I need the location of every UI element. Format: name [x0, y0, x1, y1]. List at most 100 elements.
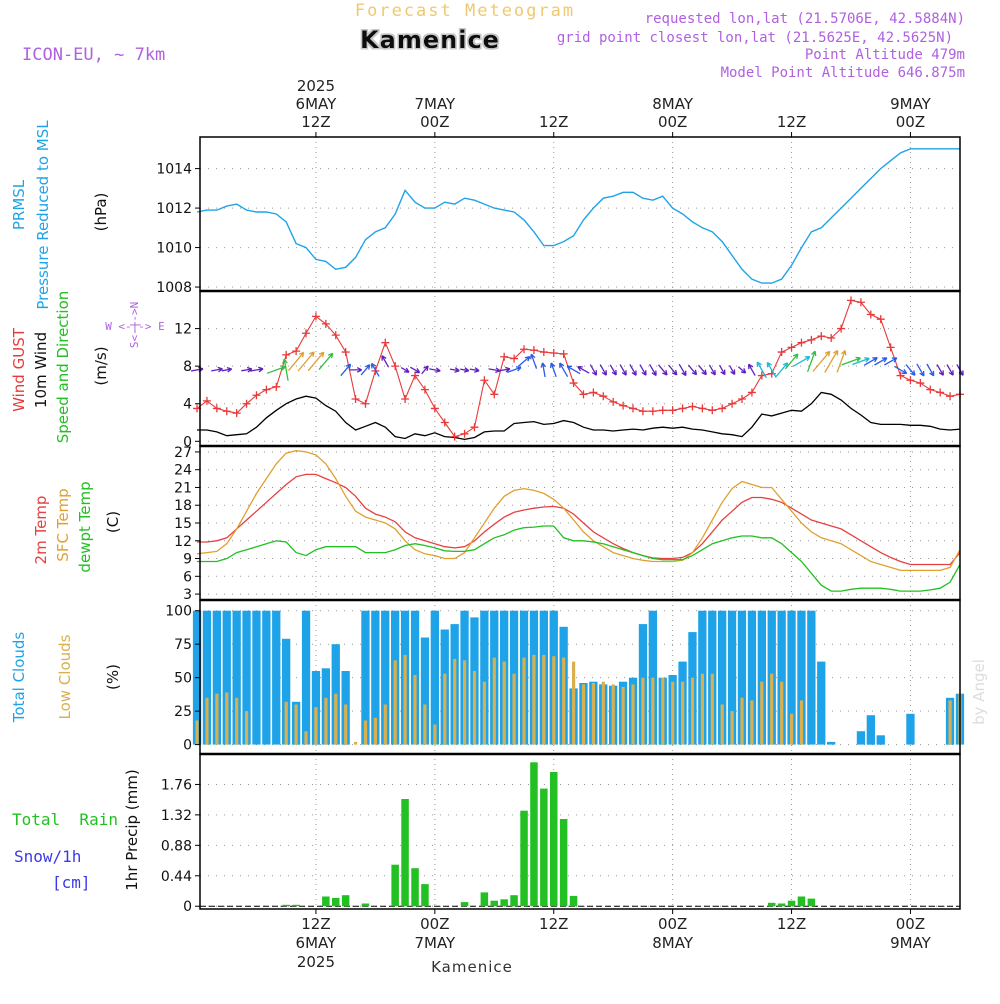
model-altitude: Model Point Altitude 646.875m	[721, 65, 965, 81]
meteogram-title: Forecast Meteogram	[355, 1, 575, 21]
compass-we-label: W <-|-> E	[105, 320, 165, 333]
gust-point	[401, 395, 410, 404]
total-cloud-bar	[202, 610, 212, 745]
total-cloud-bar	[807, 610, 816, 745]
temp-ytick-label: 9	[183, 552, 192, 568]
compass-ns-label: S<-|->N	[128, 302, 141, 348]
rain-bar	[341, 895, 350, 907]
gust-point	[282, 350, 291, 359]
wind-direction-arrow	[784, 353, 799, 370]
low-cloud-bar	[591, 683, 595, 745]
wind10-line	[197, 391, 961, 441]
wind-direction-arrow	[288, 351, 305, 372]
gust-point	[876, 315, 885, 324]
time-label-top: 12Z	[777, 113, 806, 131]
rain-bar	[391, 864, 399, 907]
rain-bar	[510, 895, 518, 907]
gust-point	[638, 407, 647, 416]
pressure-unit-label: (hPa)	[92, 193, 110, 232]
temp-frame	[199, 445, 961, 601]
wind-direction-arrow	[946, 364, 954, 376]
rain-bar	[540, 788, 548, 907]
time-label-top: 2025	[297, 77, 335, 95]
time-label-top: 9MAY	[890, 95, 932, 113]
low-cloud-bar	[205, 697, 209, 745]
gust-point	[361, 399, 370, 408]
precip-labels: Total Rain Snow/1h [cm] 1hr Precip (mm)	[12, 769, 141, 892]
total-cloud-bar	[747, 610, 757, 745]
wind-direction-arrow	[629, 364, 637, 376]
gust-point	[430, 404, 439, 413]
rain-bar	[500, 899, 508, 907]
location-title: Kamenice	[360, 26, 500, 54]
total-cloud-bar	[262, 610, 271, 745]
total-cloud-bar	[856, 731, 866, 745]
low-cloud-bar	[403, 654, 407, 745]
rain-bar	[411, 868, 419, 907]
rain-bar	[282, 904, 290, 907]
low-cloud-bar	[681, 681, 685, 745]
temp-ytick-label: 18	[174, 498, 192, 514]
rain-bar	[797, 896, 806, 907]
pressure-line	[196, 148, 960, 284]
wind-ytick-label: 12	[174, 322, 192, 338]
wind-direction-arrow	[549, 362, 557, 378]
wind-dir-label: Speed and Direction	[54, 291, 72, 444]
low-cloud-bar	[443, 673, 447, 745]
snow-unit-label: [cm]	[52, 873, 91, 892]
precip-ytick-label: 0.88	[161, 838, 192, 854]
wind-direction-arrow	[349, 367, 362, 373]
gust-point	[589, 388, 598, 397]
wind-direction-arrow	[639, 364, 647, 376]
wind-direction-arrow	[221, 366, 233, 373]
low-clouds-label: Low Clouds	[56, 634, 74, 719]
wind-direction-arrow	[668, 364, 678, 376]
wind-direction-arrow	[936, 364, 944, 376]
wind-direction-arrow	[737, 366, 747, 374]
wind-direction-arrow	[916, 363, 925, 377]
gust-point	[698, 404, 707, 413]
low-cloud-bar	[671, 681, 675, 745]
temp-ytick-label: 3	[183, 587, 192, 603]
wind-direction-arrow	[775, 362, 789, 378]
wind-direction-arrow	[297, 351, 315, 372]
wind-direction-arrow	[559, 362, 569, 378]
frame-layer	[199, 136, 961, 910]
gust-point	[936, 388, 945, 397]
rain-bar	[520, 810, 528, 907]
wind-direction-arrow	[747, 363, 756, 376]
wind-direction-arrow	[697, 364, 707, 376]
low-cloud-bar	[314, 707, 318, 745]
gust-point	[688, 402, 697, 411]
total-cloud-bar	[480, 610, 489, 745]
rain-bar	[787, 900, 796, 907]
total-cloud-bar	[301, 610, 311, 745]
gust-point	[658, 406, 667, 415]
low-cloud-bar	[799, 700, 804, 745]
dewpt-line	[197, 525, 961, 592]
wind-direction-arrow	[756, 361, 767, 379]
low-cloud-bar	[284, 701, 288, 745]
rain-bar	[530, 762, 538, 907]
wind-direction-arrow	[517, 355, 531, 367]
wind-direction-arrow	[836, 350, 847, 373]
clouds-ytick-label: 0	[183, 738, 192, 754]
gust-point	[420, 385, 429, 394]
low-cloud-bar	[463, 660, 467, 745]
gust-point	[916, 379, 925, 388]
time-label-bottom: 00Z	[420, 915, 449, 933]
pressure-ytick-label: 1010	[156, 241, 192, 257]
wind-direction-arrow	[429, 367, 441, 373]
wind-direction-arrow	[381, 355, 390, 368]
time-label-top: 00Z	[420, 113, 449, 131]
rain-bar	[421, 884, 429, 907]
low-cloud-bar	[215, 693, 219, 745]
low-cloud-bar	[631, 684, 635, 745]
gust-point	[817, 332, 826, 341]
low-cloud-bar	[621, 687, 625, 745]
pressure-labels: PRMSL Pressure Reduced to MSL (hPa)	[10, 120, 110, 310]
low-cloud-bar	[790, 713, 794, 745]
total-cloud-bar	[866, 715, 875, 745]
time-label-bottom: 8MAY	[652, 934, 694, 952]
